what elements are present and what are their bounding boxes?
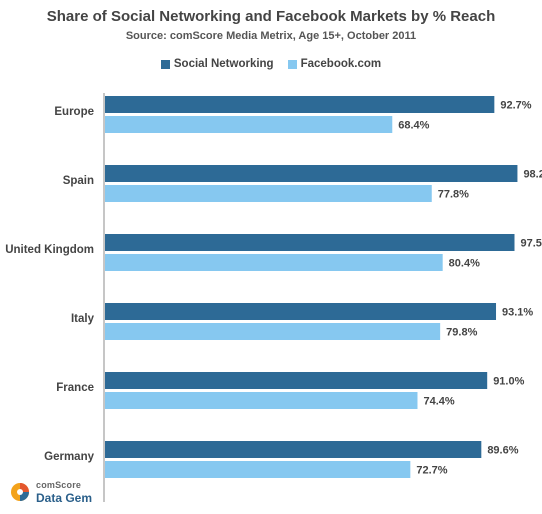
comscore-logo: comScore Data Gem [8, 476, 93, 508]
data-label-social-networking-italy: 93.1% [502, 307, 533, 319]
logo-text-top: comScore [36, 480, 82, 490]
bar-social-networking-united-kingdom [105, 234, 515, 251]
data-label-facebook-spain: 77.8% [438, 189, 469, 201]
bar-facebook-italy [105, 323, 441, 340]
category-label-europe: Europe [54, 106, 94, 118]
category-label-spain: Spain [63, 175, 94, 187]
bar-facebook-europe [105, 116, 393, 133]
data-label-social-networking-europe: 92.7% [500, 100, 531, 112]
legend: Social Networking Facebook.com [0, 58, 542, 70]
bar-facebook-spain [105, 185, 432, 202]
legend-item-social-networking: Social Networking [160, 58, 274, 70]
data-label-facebook-france: 74.4% [423, 396, 454, 408]
legend-label-facebook: Facebook.com [300, 58, 382, 70]
bar-facebook-germany [105, 461, 411, 478]
bar-social-networking-france [105, 372, 488, 389]
category-label-united-kingdom: United Kingdom [5, 244, 94, 256]
legend-swatch-social-networking [160, 59, 170, 69]
data-label-social-networking-united-kingdom: 97.5% [521, 238, 542, 250]
legend-item-facebook: Facebook.com [287, 58, 382, 70]
bar-social-networking-spain [105, 165, 518, 182]
data-label-social-networking-germany: 89.6% [487, 445, 518, 457]
chart-title: Share of Social Networking and Facebook … [46, 8, 496, 25]
chart-subtitle: Source: comScore Media Metrix, Age 15+, … [125, 30, 417, 42]
data-label-facebook-united-kingdom: 80.4% [449, 258, 480, 270]
data-label-social-networking-france: 91.0% [493, 376, 524, 388]
data-label-social-networking-spain: 98.2% [523, 169, 542, 181]
comscore-logo-icon [11, 483, 29, 501]
legend-label-social-networking: Social Networking [173, 58, 274, 70]
category-label-italy: Italy [71, 313, 95, 325]
logo-text-bottom: Data Gem [36, 491, 93, 505]
bar-social-networking-italy [105, 303, 497, 320]
legend-swatch-facebook [287, 59, 297, 69]
data-label-facebook-europe: 68.4% [398, 120, 429, 132]
data-label-facebook-italy: 79.8% [446, 327, 477, 339]
bar-social-networking-europe [105, 96, 495, 113]
data-label-facebook-germany: 72.7% [416, 465, 447, 477]
category-label-france: France [56, 382, 94, 394]
bar-facebook-united-kingdom [105, 254, 443, 271]
bar-social-networking-germany [105, 441, 482, 458]
bar-facebook-france [105, 392, 418, 409]
category-label-germany: Germany [44, 451, 94, 463]
